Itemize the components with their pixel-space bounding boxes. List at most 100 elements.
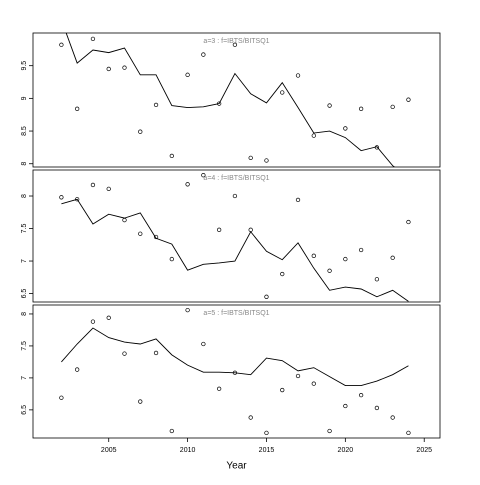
observed-point — [216, 101, 222, 106]
observed-point — [327, 428, 332, 434]
observed-point — [59, 395, 64, 400]
observed-point — [390, 104, 395, 110]
observed-point — [374, 277, 380, 282]
observed-point — [311, 253, 316, 258]
fitted-line — [61, 198, 409, 302]
observed-point — [264, 158, 269, 163]
observed-point — [343, 126, 348, 131]
observed-point — [75, 367, 80, 372]
observed-point — [343, 256, 348, 262]
y-tick-label: 9 — [21, 96, 28, 100]
observed-point — [201, 52, 206, 57]
observed-point — [185, 307, 190, 313]
observed-point — [90, 319, 96, 324]
plot-area — [59, 33, 411, 167]
observed-point — [390, 415, 395, 420]
observed-point — [280, 271, 285, 277]
observed-point — [201, 173, 206, 178]
x-tick-label: 2020 — [338, 447, 354, 454]
observed-point — [106, 315, 111, 320]
observed-point — [264, 294, 269, 299]
observed-point — [106, 186, 111, 192]
observed-point — [358, 393, 364, 398]
observed-point — [248, 415, 253, 420]
observed-point — [122, 65, 127, 70]
y-tick-label: 7.5 — [21, 224, 28, 234]
y-tick-label: 7 — [21, 376, 28, 380]
observed-point — [90, 182, 96, 188]
observed-point — [75, 106, 80, 111]
y-tick-label: 8 — [21, 194, 28, 198]
observed-point — [232, 370, 238, 375]
observed-point — [153, 102, 159, 108]
observed-point — [122, 351, 127, 356]
x-axis-title: Year — [226, 461, 247, 472]
observed-point — [358, 106, 364, 111]
panel-frame — [32, 32, 441, 168]
observed-point — [90, 36, 96, 42]
fitted-line — [65, 33, 396, 167]
observed-point — [358, 247, 364, 253]
observed-point — [138, 399, 143, 404]
y-tick-label: 8 — [21, 312, 28, 316]
observed-point — [75, 197, 80, 202]
y-tick-label: 7 — [21, 259, 28, 263]
observed-point — [185, 182, 190, 187]
y-tick-label: 6.5 — [21, 405, 28, 415]
observed-point — [280, 90, 285, 95]
panel-title: a=5 : f=IBTS/BITSQ1 — [203, 310, 269, 317]
plot-area — [59, 307, 411, 436]
observed-point — [295, 373, 301, 379]
observed-point — [406, 97, 411, 102]
observed-point — [390, 255, 395, 260]
observed-point — [248, 227, 253, 232]
observed-point — [343, 403, 348, 409]
observed-point — [374, 405, 380, 411]
y-tick-label: 8 — [21, 162, 28, 166]
observed-point — [59, 42, 64, 47]
observed-point — [106, 66, 111, 72]
observed-point — [295, 197, 301, 203]
observed-point — [264, 430, 269, 436]
observed-point — [59, 195, 64, 200]
panel-frame — [32, 304, 441, 439]
observed-point — [280, 387, 285, 393]
observed-point — [169, 428, 174, 434]
observed-point — [327, 103, 332, 108]
panel-title: a=3 : f=IBTS/BITSQ1 — [203, 38, 269, 45]
observed-point — [406, 219, 411, 225]
observed-point — [295, 73, 301, 78]
observed-point — [169, 153, 174, 159]
y-tick-label: 7.5 — [21, 341, 28, 351]
observed-point — [138, 231, 143, 236]
observed-point — [311, 381, 316, 386]
y-tick-label: 8.5 — [21, 126, 28, 136]
observed-point — [406, 430, 411, 436]
observed-point — [374, 145, 380, 150]
observed-point — [185, 72, 190, 77]
y-tick-label: 9.5 — [21, 61, 28, 71]
plot-area — [59, 173, 411, 302]
observed-point — [216, 386, 222, 391]
observed-point — [248, 155, 253, 160]
x-tick-label: 2015 — [259, 447, 275, 454]
observed-point — [311, 133, 316, 138]
observed-point — [232, 193, 238, 199]
observed-point — [216, 227, 222, 232]
x-tick-label: 2010 — [180, 447, 196, 454]
panel-frame — [32, 169, 441, 303]
panel-title: a=4 : f=IBTS/BITSQ1 — [203, 175, 269, 182]
observed-point — [169, 256, 174, 262]
observed-point — [153, 350, 159, 356]
x-tick-label: 2025 — [416, 447, 432, 454]
observed-point — [138, 129, 143, 134]
observed-point — [232, 42, 238, 47]
observed-point — [153, 234, 159, 240]
observed-point — [327, 268, 332, 273]
y-tick-label: 6.5 — [21, 289, 28, 299]
x-tick-label: 2005 — [101, 447, 117, 454]
fitted-line — [61, 327, 409, 387]
observed-point — [201, 341, 206, 347]
observed-point — [122, 217, 127, 223]
